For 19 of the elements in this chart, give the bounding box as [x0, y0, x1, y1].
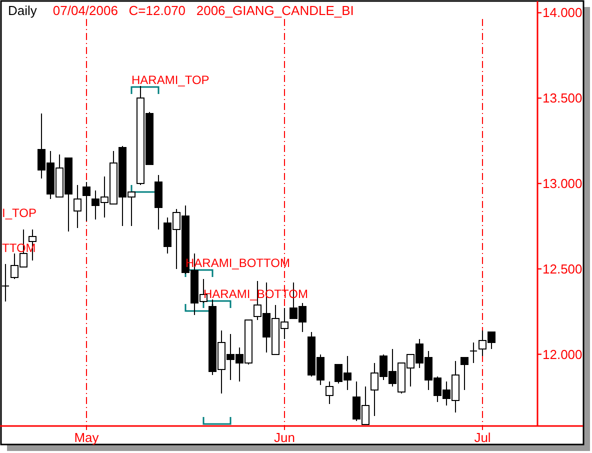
y-tick-label: 13.500	[542, 90, 582, 106]
candlestick	[326, 381, 334, 404]
chart-subtitle: 07/04/2006 C=12.070 2006_GIANG_CANDLE_BI	[52, 3, 354, 18]
candlestick	[470, 342, 478, 364]
x-tick-label: Jun	[274, 430, 295, 445]
y-tick-label: 14.000	[542, 5, 582, 20]
y-tick-label: 12.500	[542, 261, 582, 276]
chart-title: Daily	[8, 3, 38, 18]
y-tick-label: 13.000	[542, 176, 582, 192]
candlestick	[154, 174, 162, 230]
x-tick-label: Jul	[474, 430, 491, 445]
annotation: I_TOP	[2, 206, 36, 220]
candlestick	[82, 181, 90, 222]
candlestick	[74, 184, 82, 228]
x-tick-label: May	[74, 430, 100, 445]
y-tick-label: 12.000	[542, 346, 582, 362]
candlestick	[2, 263, 10, 302]
annotation: HARAMI_TOP	[132, 73, 210, 87]
candlestick	[460, 357, 468, 391]
